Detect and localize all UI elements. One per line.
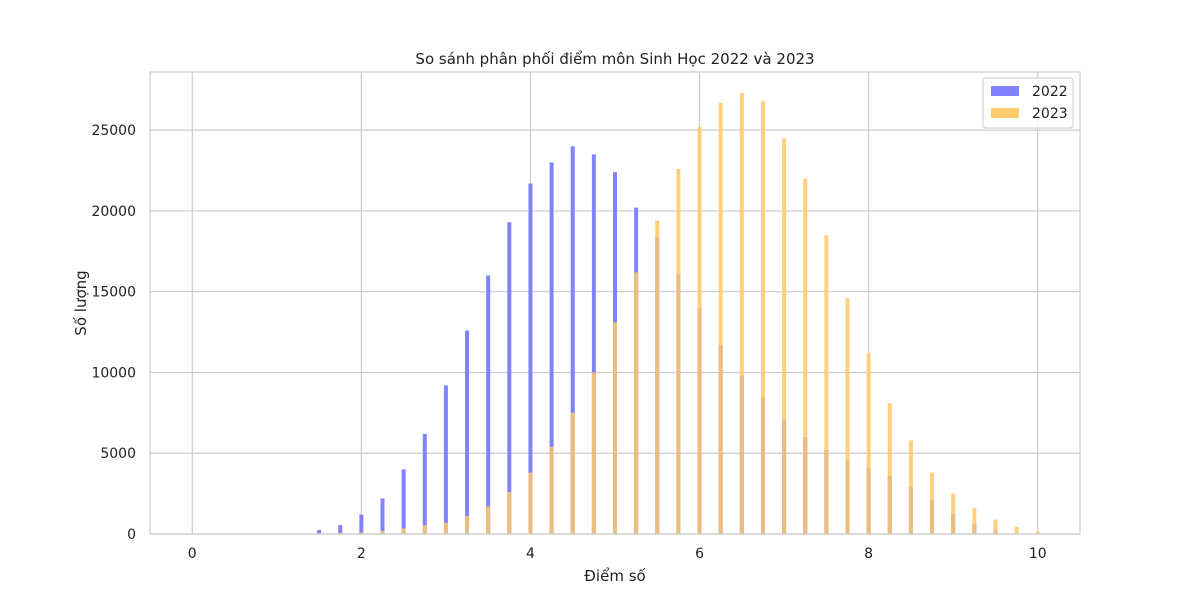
x-tick-label: 6	[695, 546, 704, 562]
bar-2023	[634, 272, 639, 534]
bar-2023	[528, 472, 533, 534]
bar-2023	[359, 532, 364, 534]
bar-2022	[486, 275, 491, 534]
bar-2023	[760, 101, 765, 535]
bar-2023	[951, 493, 956, 534]
bar-2023	[739, 93, 744, 534]
bar-2023	[570, 412, 575, 534]
y-tick-label: 5000	[100, 446, 136, 462]
x-axis-label: Điểm số	[584, 567, 646, 585]
bar-2023	[782, 138, 787, 534]
bar-2022	[359, 514, 364, 534]
bars-layer	[317, 93, 1040, 535]
x-tick-label: 4	[526, 546, 535, 562]
x-tick-label: 8	[864, 546, 873, 562]
chart-title: So sánh phân phối điểm môn Sinh Học 2022…	[415, 50, 814, 68]
bar-2023	[908, 440, 913, 534]
bar-2023	[993, 519, 998, 534]
y-axis-label: Số lượng	[72, 270, 90, 335]
bar-2023	[697, 126, 702, 534]
bar-2023	[887, 403, 892, 534]
bar-2022	[401, 469, 406, 534]
x-tick-label: 10	[1029, 546, 1047, 562]
bar-2023	[422, 525, 427, 534]
bar-2022	[465, 330, 470, 534]
legend-label-2022: 2022	[1032, 84, 1068, 100]
bar-2023	[380, 530, 385, 534]
bar-2023	[718, 102, 723, 534]
bar-2023	[866, 353, 871, 534]
bar-2023	[655, 220, 660, 534]
bar-2022	[422, 433, 427, 534]
x-tick-label: 2	[357, 546, 366, 562]
y-tick-label: 10000	[91, 365, 136, 381]
bar-2023	[803, 178, 808, 534]
legend-swatch-2023	[991, 108, 1019, 118]
x-tick-label: 0	[188, 546, 197, 562]
bar-2023	[1035, 531, 1040, 534]
bar-2023	[591, 372, 596, 534]
y-tick-label: 20000	[91, 204, 136, 220]
bar-2023	[676, 168, 681, 534]
plot-frame	[149, 71, 1081, 535]
bar-2022	[443, 385, 448, 534]
bar-2023	[486, 506, 491, 534]
legend-label-2023: 2023	[1032, 106, 1068, 122]
bar-2023	[507, 492, 512, 534]
bar-2022	[317, 529, 322, 534]
bar-2022	[549, 162, 554, 534]
legend-swatch-2022	[991, 86, 1019, 96]
bar-2023	[549, 446, 554, 534]
bar-2022	[591, 154, 596, 534]
bar-2023	[1014, 526, 1019, 534]
bar-2022	[380, 498, 385, 534]
bar-2023	[613, 322, 617, 534]
bar-2022	[507, 222, 512, 534]
bar-2023	[972, 508, 977, 534]
bar-2023	[824, 235, 829, 534]
ticks-layer: 0 2 4 6 8 10 0 5000 10000 15000 20000 25000	[91, 123, 1046, 562]
y-tick-label: 15000	[91, 285, 136, 301]
bar-2023	[465, 516, 470, 534]
legend: 2022 2023	[982, 77, 1074, 129]
bar-2023	[401, 528, 406, 534]
bar-2022	[570, 146, 575, 535]
bar-2022	[338, 525, 343, 534]
bar-2023	[845, 298, 850, 534]
bar-2022	[528, 183, 533, 534]
bar-2023	[443, 522, 448, 534]
y-tick-label: 25000	[91, 123, 136, 139]
y-tick-label: 0	[127, 527, 136, 543]
bar-2023	[930, 472, 935, 534]
